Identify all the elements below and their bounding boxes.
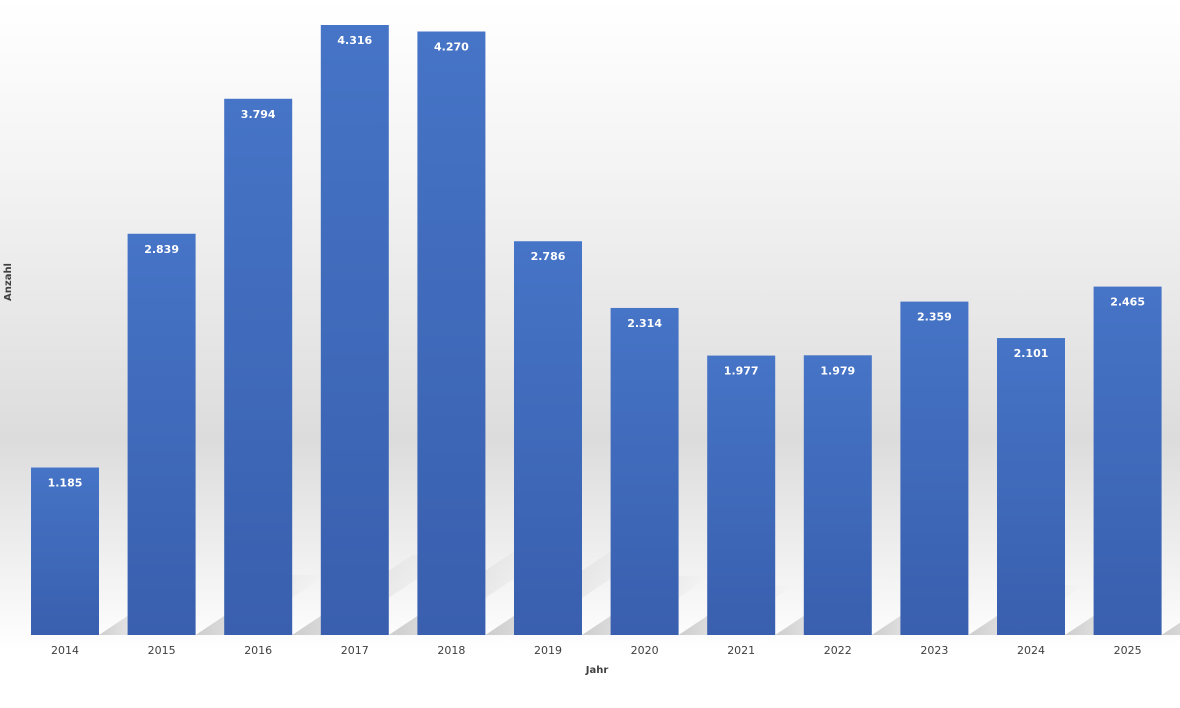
- data-label-2018: 4.270: [434, 41, 469, 54]
- x-axis-label: Jahr: [585, 665, 609, 676]
- bar-shadow: [1161, 622, 1180, 635]
- bar-2024: [997, 338, 1065, 635]
- bar-2018: [417, 31, 486, 635]
- x-tick-label-2016: 2016: [244, 644, 272, 657]
- data-label-2014: 1.185: [48, 477, 83, 490]
- data-label-2024: 2.101: [1014, 347, 1049, 360]
- x-tick-label-2017: 2017: [341, 644, 369, 657]
- x-tick-label-2025: 2025: [1114, 644, 1142, 657]
- bar-2016: [224, 98, 293, 636]
- data-label-2016: 3.794: [241, 108, 276, 121]
- data-label-2022: 1.979: [820, 364, 855, 377]
- data-label-2020: 2.314: [627, 317, 662, 330]
- data-label-2023: 2.359: [917, 311, 952, 324]
- bar-2014: [31, 467, 99, 635]
- x-tick-label-2018: 2018: [437, 644, 465, 657]
- y-axis-label: Anzahl: [3, 263, 14, 301]
- bar-2019: [514, 241, 582, 636]
- data-label-2021: 1.977: [724, 365, 759, 378]
- x-tick-label-2020: 2020: [631, 644, 659, 657]
- x-tick-label-2024: 2024: [1017, 644, 1045, 657]
- bar-2017: [320, 25, 389, 635]
- x-tick-label-2015: 2015: [148, 644, 176, 657]
- bar-2025: [1093, 286, 1162, 635]
- bar-2021: [707, 355, 776, 635]
- data-label-2025: 2.465: [1110, 296, 1145, 309]
- x-tick-label-2023: 2023: [920, 644, 948, 657]
- x-tick-label-2021: 2021: [727, 644, 755, 657]
- bar-2022: [803, 355, 872, 635]
- data-label-2017: 4.316: [337, 34, 372, 47]
- bar-2020: [610, 307, 679, 635]
- bar-2015: [127, 233, 196, 635]
- x-tick-label-2022: 2022: [824, 644, 852, 657]
- data-label-2015: 2.839: [144, 243, 179, 256]
- x-tick-label-2014: 2014: [51, 644, 79, 657]
- x-tick-label-2019: 2019: [534, 644, 562, 657]
- bar-2023: [900, 301, 969, 635]
- data-label-2019: 2.786: [531, 250, 566, 263]
